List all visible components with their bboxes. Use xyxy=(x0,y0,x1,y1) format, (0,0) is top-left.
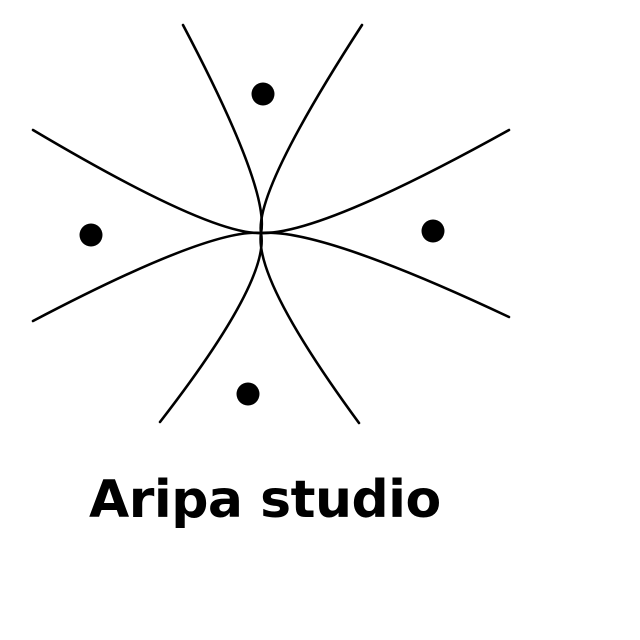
left-lower-arc xyxy=(31,231,263,323)
bottom-dot xyxy=(236,382,260,406)
left-dot xyxy=(79,223,103,247)
brand-name: Aripa studio xyxy=(89,470,441,530)
right-upper-arc xyxy=(259,128,511,235)
upper-right-arc xyxy=(259,23,364,235)
top-dot xyxy=(251,82,275,106)
lower-right-arc xyxy=(259,231,361,425)
right-dot xyxy=(421,219,445,243)
left-upper-arc xyxy=(31,128,263,235)
upper-left-arc xyxy=(181,23,264,235)
right-lower-arc xyxy=(259,231,511,319)
